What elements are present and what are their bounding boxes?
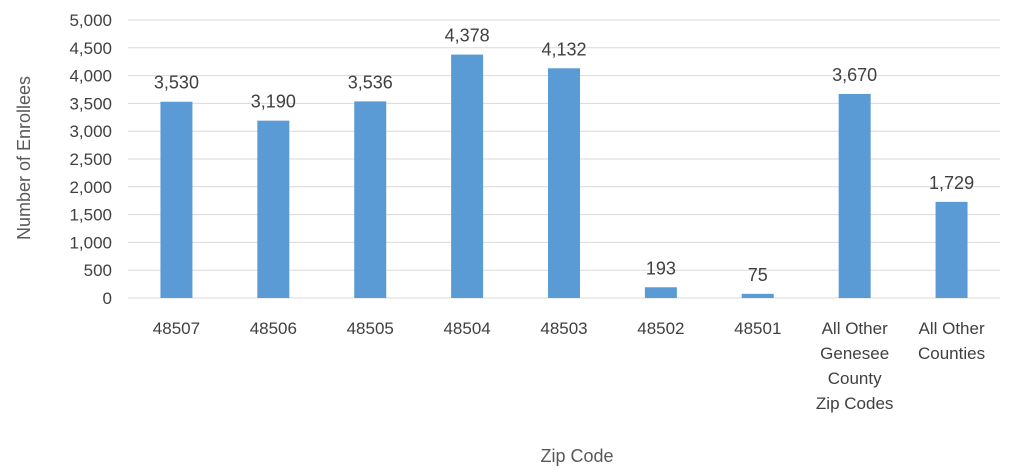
x-category-label: 48507 — [153, 319, 200, 338]
data-label: 4,132 — [541, 39, 586, 59]
bar — [935, 201, 968, 298]
data-label: 3,530 — [154, 73, 199, 93]
bar — [257, 120, 290, 298]
y-tick-label: 3,000 — [69, 122, 112, 141]
y-axis-title: Number of Enrollees — [14, 76, 34, 240]
y-tick-label: 1,000 — [69, 233, 112, 252]
bar — [741, 293, 774, 298]
y-tick-label: 2,000 — [69, 178, 112, 197]
bar — [838, 93, 871, 298]
x-category-label: 48503 — [540, 319, 587, 338]
x-category-label: 48501 — [734, 319, 781, 338]
data-label: 4,378 — [445, 26, 490, 46]
y-tick-label: 0 — [103, 289, 112, 308]
x-category-label: 48502 — [637, 319, 684, 338]
x-category-label: 48506 — [250, 319, 297, 338]
x-category-label: All Other Counties — [918, 319, 985, 363]
data-label: 3,536 — [348, 72, 393, 92]
data-labels: 3,530 3,190 3,536 4,378 4,132 193 75 3,670 1,729 — [154, 26, 974, 285]
y-tick-label: 4,000 — [69, 67, 112, 86]
y-axis-ticks: 0 500 1,000 1,500 2,000 2,500 3,000 3,500 4,000 4… — [69, 11, 112, 308]
y-tick-label: 2,500 — [69, 150, 112, 169]
y-tick-label: 3,500 — [69, 94, 112, 113]
data-label: 3,190 — [251, 92, 296, 112]
x-axis-categories: 48507 48506 48505 48504 48503 48502 48501 All O… — [153, 319, 985, 413]
x-axis-title: Zip Code — [540, 446, 613, 466]
bar — [451, 54, 484, 299]
data-label: 1,729 — [929, 173, 974, 193]
bar — [548, 68, 580, 298]
y-tick-label: 5,000 — [69, 11, 112, 30]
data-label: 193 — [646, 258, 676, 278]
bars — [160, 54, 968, 299]
data-label: 3,670 — [832, 65, 877, 85]
bar — [644, 287, 677, 298]
bar — [160, 101, 193, 299]
x-category-label: 48504 — [443, 319, 490, 338]
data-label: 75 — [748, 265, 768, 285]
y-tick-label: 4,500 — [69, 39, 112, 58]
bar — [354, 101, 387, 298]
x-category-label: All Other Genesee County Zip Codes — [816, 319, 893, 413]
y-tick-label: 500 — [84, 261, 112, 280]
y-tick-label: 1,500 — [69, 206, 112, 225]
x-category-label: 48505 — [347, 319, 394, 338]
